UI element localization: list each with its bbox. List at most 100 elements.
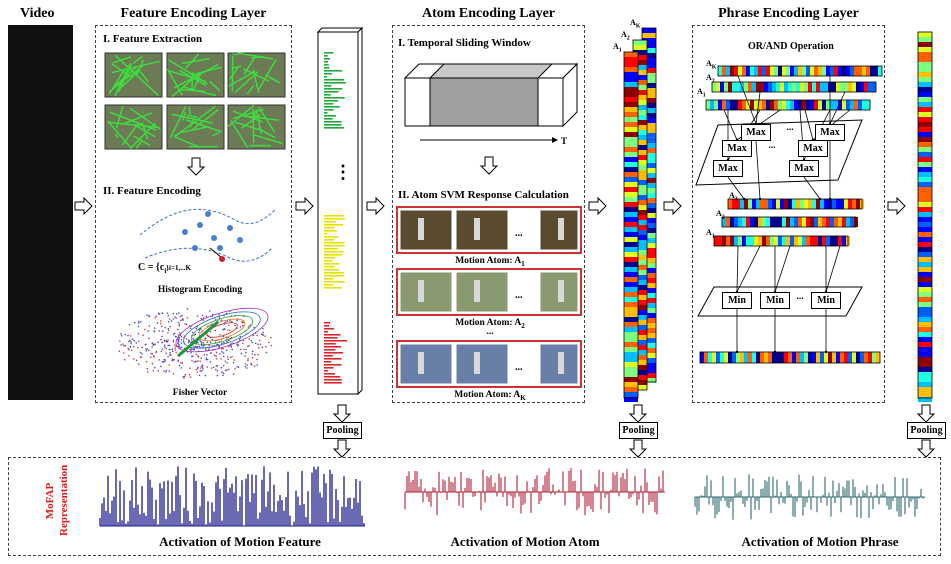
yellow-histogram-bar	[324, 266, 335, 268]
phrase-a3-label: A3	[729, 191, 738, 203]
min-ellipsis: ...	[796, 292, 804, 302]
red-histogram-bar	[324, 334, 341, 336]
atom-1-response	[624, 272, 638, 277]
trajectory-line	[257, 59, 277, 90]
trajectory-line	[129, 107, 161, 131]
phrase-output	[840, 352, 844, 363]
phrase-mid-a2	[762, 217, 766, 227]
phrase-output	[864, 352, 868, 363]
fisher-sample-point	[171, 348, 174, 350]
atom-layer-title: Atom Encoding Layer	[422, 6, 555, 21]
connection-line	[803, 176, 821, 200]
fisher-sample-point	[148, 325, 151, 327]
atom-k-response	[642, 233, 656, 238]
fisher-sample-point	[128, 340, 130, 343]
atom-1-response	[624, 372, 638, 377]
sliding-window-highlight	[429, 77, 539, 127]
red-histogram-bar	[324, 367, 334, 369]
fisher-sample-point	[173, 358, 175, 361]
fisher-sample-point	[177, 340, 180, 343]
trajectory-line	[209, 80, 221, 92]
phrase-mid-a2	[798, 217, 802, 227]
phrase-top-a2	[752, 82, 756, 92]
phrase-output	[872, 352, 876, 363]
trajectory-line	[167, 59, 208, 85]
phrase-output	[728, 352, 732, 363]
fisher-sample-point	[200, 370, 203, 372]
phrase-mid-a3	[760, 199, 764, 209]
atom-1-response	[624, 287, 638, 292]
fisher-sample-point	[228, 345, 230, 348]
atom-2-response	[633, 80, 647, 85]
atom-k-response	[642, 368, 656, 373]
fisher-sample-point	[198, 331, 200, 333]
phrase-top-ak	[854, 66, 858, 76]
fisher-sample-point	[167, 327, 170, 330]
atom-k-response	[642, 243, 656, 248]
phrase-mid-a3	[844, 199, 848, 209]
atom-k-response	[642, 203, 656, 208]
fisher-sample-point	[206, 358, 209, 361]
fisher-sample-point	[202, 368, 204, 370]
fisher-sample-point	[167, 329, 170, 332]
phrase-mid-a3	[856, 199, 860, 209]
atom-1-response	[624, 312, 638, 317]
atom-2-response	[633, 200, 647, 205]
phrase-top-a2	[836, 82, 840, 92]
atom-clip-frame	[399, 343, 453, 385]
fisher-sample-point	[168, 344, 171, 347]
phrase-output	[732, 352, 736, 363]
phrase-mid-a1	[786, 236, 790, 246]
atom-1-response	[624, 367, 638, 372]
phrase-top-ak	[858, 66, 862, 76]
fisher-sample-point	[216, 370, 219, 372]
phrase-top-a1	[722, 100, 726, 110]
video-filmstrip	[8, 25, 73, 400]
fisher-sample-point	[224, 321, 226, 323]
fisher-sample-point	[251, 341, 253, 344]
phrase-output	[808, 352, 812, 363]
fisher-sample-point	[206, 341, 209, 343]
yellow-histogram-bar	[324, 218, 345, 220]
atom-k-response	[642, 198, 656, 203]
fisher-sample-point	[174, 344, 176, 346]
feature-encoding-box	[95, 25, 292, 403]
atom-2-response	[633, 260, 647, 265]
fisher-sample-point	[222, 374, 224, 377]
phrase-vector	[918, 347, 932, 352]
phrase-mid-a3	[756, 199, 760, 209]
atom-2-response	[633, 70, 647, 75]
phrase-vector	[918, 182, 932, 187]
phrase-top-ak	[810, 66, 814, 76]
temporal-sliding-window-label: I. Temporal Sliding Window	[398, 37, 531, 49]
fisher-sample-point	[172, 318, 175, 320]
atom-svm-label: II. Atom SVM Response Calculation	[398, 189, 569, 201]
phrase-top-a1	[730, 100, 734, 110]
atom2-clip	[396, 268, 582, 316]
codeword-point	[217, 245, 223, 251]
red-histogram-bar	[324, 346, 342, 348]
fisher-sample-point	[198, 345, 200, 348]
fisher-sample-point	[151, 346, 153, 348]
fisher-sample-point	[180, 319, 182, 322]
atom-1-response	[624, 302, 638, 307]
fisher-sample-point	[226, 356, 229, 358]
atom-1-response	[624, 362, 638, 367]
phrase-vector	[918, 362, 932, 367]
yellow-histogram-bar	[324, 269, 340, 271]
green-histogram-bar	[324, 79, 345, 81]
green-histogram-bar	[324, 73, 333, 75]
fisher-sample-point	[192, 337, 194, 340]
red-histogram-bar	[324, 373, 335, 375]
fisher-sample-point	[160, 338, 162, 341]
fisher-sample-point	[179, 332, 181, 334]
phrase-output	[852, 352, 856, 363]
fisher-sample-point	[137, 340, 140, 343]
atom-2-response	[633, 315, 647, 320]
trajectory-line	[250, 56, 264, 59]
phrase-vector	[918, 142, 932, 147]
fisher-sample-point	[161, 330, 164, 333]
athlete-figure	[474, 218, 480, 240]
atom-k-response	[642, 258, 656, 263]
fisher-sample-point	[118, 350, 121, 352]
